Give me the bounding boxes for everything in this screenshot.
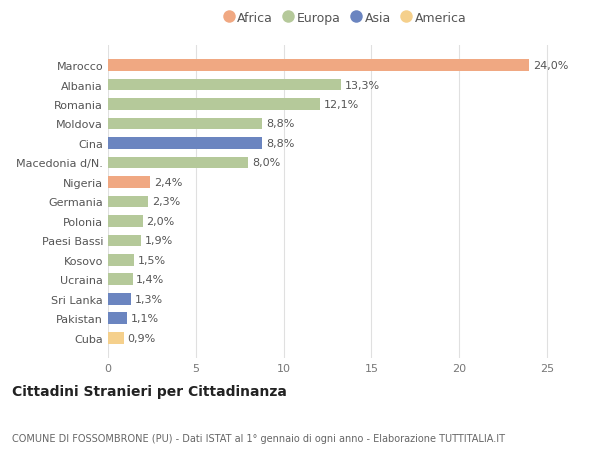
Text: 1,4%: 1,4% [136, 274, 164, 285]
Bar [108, 332, 124, 344]
Text: COMUNE DI FOSSOMBRONE (PU) - Dati ISTAT al 1° gennaio di ogni anno - Elaborazion: COMUNE DI FOSSOMBRONE (PU) - Dati ISTAT … [12, 433, 505, 442]
Bar [108, 118, 262, 130]
Text: 1,5%: 1,5% [138, 255, 166, 265]
Text: 1,9%: 1,9% [145, 236, 173, 246]
Text: 24,0%: 24,0% [533, 61, 568, 71]
Text: 0,9%: 0,9% [127, 333, 155, 343]
Bar [108, 138, 262, 150]
Text: 12,1%: 12,1% [324, 100, 359, 110]
Text: 2,3%: 2,3% [152, 197, 180, 207]
Text: 1,1%: 1,1% [131, 313, 159, 324]
Bar [108, 60, 529, 72]
Text: 8,8%: 8,8% [266, 119, 295, 129]
Bar [108, 293, 131, 305]
Bar [108, 157, 248, 169]
Text: 8,0%: 8,0% [252, 158, 280, 168]
Legend: Africa, Europa, Asia, America: Africa, Europa, Asia, America [224, 11, 466, 24]
Bar [108, 196, 148, 208]
Bar [108, 254, 134, 266]
Bar [108, 313, 127, 325]
Bar [108, 79, 341, 91]
Text: 2,4%: 2,4% [154, 178, 182, 188]
Text: 1,3%: 1,3% [134, 294, 163, 304]
Text: 8,8%: 8,8% [266, 139, 295, 149]
Bar [108, 235, 142, 246]
Text: 13,3%: 13,3% [345, 80, 380, 90]
Text: Cittadini Stranieri per Cittadinanza: Cittadini Stranieri per Cittadinanza [12, 384, 287, 398]
Text: 2,0%: 2,0% [146, 216, 175, 226]
Bar [108, 216, 143, 227]
Bar [108, 99, 320, 111]
Bar [108, 177, 150, 188]
Bar [108, 274, 133, 285]
